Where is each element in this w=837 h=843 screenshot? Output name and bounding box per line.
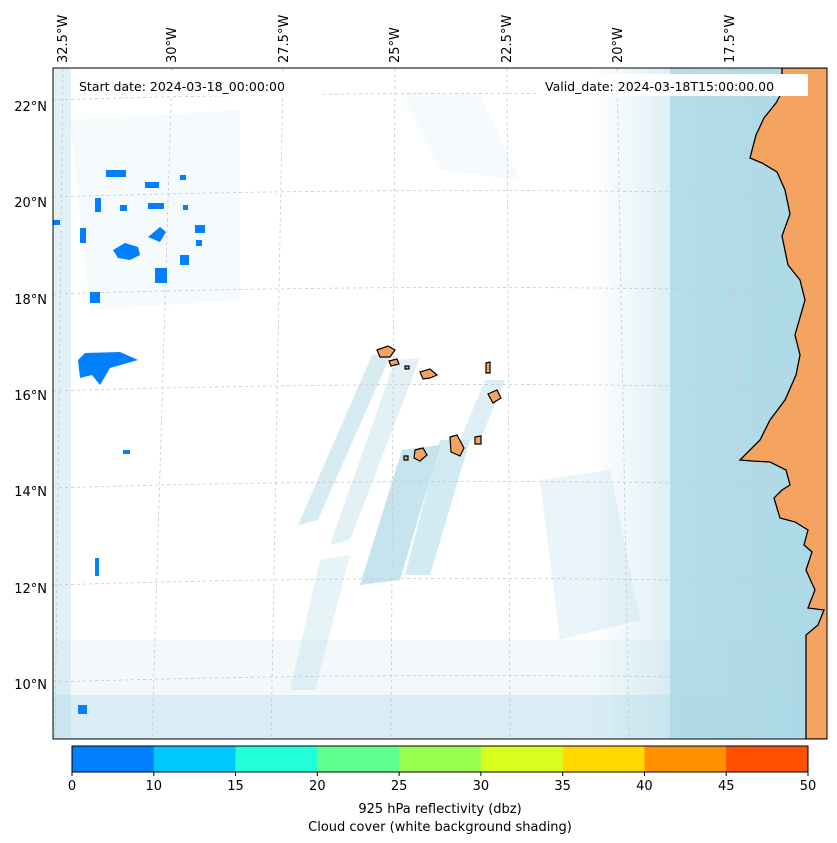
map-panel: Start date: 2024-03-18_00:00:00 Valid_da… [53,68,827,739]
reflectivity-patches [53,170,205,714]
african-coast-land [738,68,827,739]
colorbar-frame [71,745,809,773]
lat-label-20n: 20°N [14,196,47,211]
lon-label-22-5w: 22.5°W [500,15,515,63]
lon-label-30w: 30°W [165,27,180,63]
colorbar-tick-label: 30 [473,779,490,794]
colorbar-ticks: 0 10 15 20 25 30 35 40 45 50 [68,772,816,794]
lon-label-20w: 20°W [611,27,626,63]
colorbar-swatch [644,746,727,772]
colorbar-tick-label: 20 [309,779,326,794]
colorbar-swatch [562,746,645,772]
lat-label-14n: 14°N [14,485,47,500]
lat-label-10n: 10°N [14,678,47,693]
colorbar-tick-label: 40 [636,779,653,794]
graticule [53,68,827,739]
colorbar-tick-label: 15 [227,779,244,794]
colorbar-swatch [726,746,809,772]
colorbar-label: 925 hPa reflectivity (dbz) [358,802,521,817]
colorbar-tick-label: 45 [718,779,735,794]
lat-label-22n: 22°N [14,100,47,115]
lon-label-25w: 25°W [388,27,403,63]
colorbar-swatch [235,746,318,772]
colorbar-swatches [72,746,809,772]
lat-label-12n: 12°N [14,582,47,597]
lat-label-18n: 18°N [14,293,47,308]
colorbar-swatch [72,746,155,772]
colorbar-swatch [480,746,564,772]
colorbar-swatch [317,746,400,772]
valid-date-box: Valid_date: 2024-03-18T15:00:00.00 [538,74,808,96]
longitude-labels: 32.5°W 30°W 27.5°W 25°W 22.5°W 20°W 17.5… [56,15,738,63]
colorbar-tick-label: 50 [800,779,817,794]
valid-date-label: Valid_date: 2024-03-18T15:00:00.00 [545,79,774,94]
latitude-labels: 22°N 20°N 18°N 16°N 14°N 12°N 10°N [14,100,47,693]
colorbar-tick-label: 25 [391,779,408,794]
colorbar-swatch [153,746,237,772]
start-date-label: Start date: 2024-03-18_00:00:00 [79,79,285,94]
start-date-box: Start date: 2024-03-18_00:00:00 [72,74,320,96]
colorbar-tick-label: 0 [68,779,76,794]
lat-label-16n: 16°N [14,389,47,404]
cape-verde-islands [376,345,502,462]
map-frame [52,67,828,740]
colorbar-swatch [399,746,482,772]
lon-label-17-5w: 17.5°W [723,15,738,63]
colorbar-sublabel: Cloud cover (white background shading) [308,820,572,835]
colorbar-tick-label: 35 [554,779,571,794]
lon-label-27-5w: 27.5°W [277,15,292,63]
colorbar-tick-label: 10 [146,779,163,794]
lon-label-32-5w: 32.5°W [56,15,71,63]
colorbar: 0 10 15 20 25 30 35 40 45 50 925 hPa reflectivity… [68,745,816,835]
